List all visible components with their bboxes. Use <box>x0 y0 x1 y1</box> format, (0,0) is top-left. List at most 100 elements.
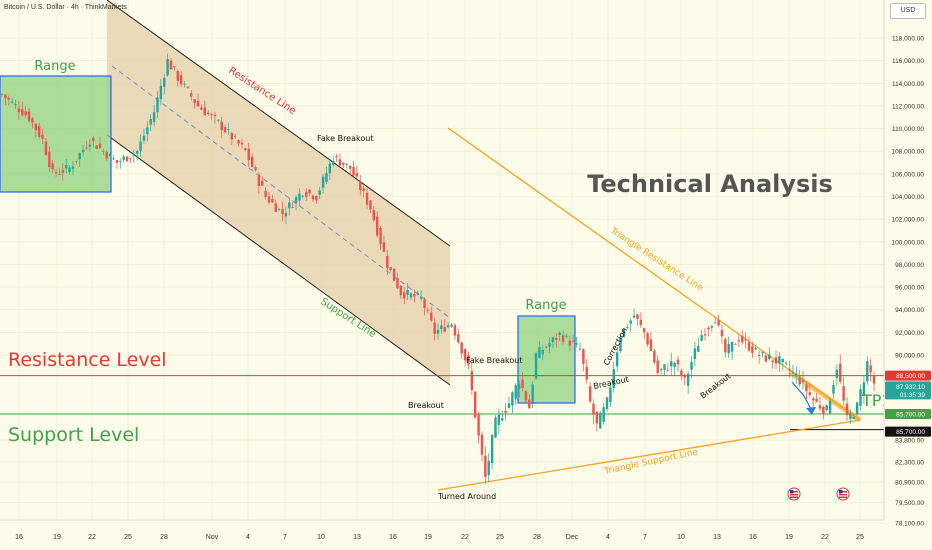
candle <box>372 206 375 223</box>
us-flag-icon[interactable] <box>836 487 850 501</box>
candle <box>416 290 419 296</box>
candle <box>125 155 129 162</box>
candle <box>528 393 531 409</box>
candle <box>450 322 453 328</box>
candle <box>136 149 139 161</box>
range-label-right: Range <box>525 298 566 313</box>
candle <box>328 159 332 180</box>
candle <box>389 267 392 272</box>
candle <box>152 104 156 127</box>
candle <box>558 331 561 342</box>
time-tick-label: 28 <box>160 534 168 541</box>
candle <box>697 338 700 352</box>
time-tick-label: 16 <box>389 534 397 541</box>
candle <box>734 343 737 345</box>
candle <box>315 195 318 204</box>
candle <box>585 359 588 384</box>
candle <box>605 396 609 413</box>
candle <box>10 97 14 105</box>
time-tick-label: 19 <box>785 534 793 541</box>
candle <box>105 150 108 161</box>
candle <box>288 197 291 216</box>
candle <box>4 93 7 105</box>
candle <box>602 402 605 425</box>
time-tick-label: 19 <box>424 534 432 541</box>
time-axis-ticks[interactable]: 16 19 22 25 28 Nov 4 7 10 13 16 19 22 25 28 Dec 4 7 10 13 16… <box>15 534 864 541</box>
candle <box>335 154 338 163</box>
candle <box>264 187 267 200</box>
candle <box>551 336 555 349</box>
candle <box>741 329 744 345</box>
time-tick-label: 4 <box>246 534 250 541</box>
candle <box>693 341 697 367</box>
candle <box>41 128 44 145</box>
candle <box>237 139 240 147</box>
time-tick-label: 16 <box>749 534 757 541</box>
currency-button[interactable]: USD <box>890 3 926 19</box>
candle <box>54 168 58 177</box>
price-axis[interactable] <box>884 0 932 550</box>
candle <box>31 116 34 129</box>
candle <box>433 318 436 341</box>
candle <box>392 268 396 281</box>
price-tick-label: 110,000.00 <box>892 126 924 133</box>
time-tick-label: 22 <box>88 534 96 541</box>
svg-text:87,932.10: 87,932.10 <box>896 384 925 391</box>
time-tick-label: 13 <box>713 534 721 541</box>
time-tick-label: 19 <box>53 534 61 541</box>
candle <box>588 382 592 404</box>
candle <box>622 328 626 339</box>
candle <box>21 101 24 117</box>
candle <box>771 360 774 369</box>
candle <box>81 145 85 156</box>
price-tick-label: 104,000.00 <box>891 194 924 201</box>
candle <box>254 165 257 172</box>
us-flag-icon[interactable] <box>787 487 801 501</box>
candle <box>220 116 223 138</box>
candle <box>801 370 805 390</box>
candle <box>196 93 200 108</box>
candle <box>629 318 632 332</box>
candle <box>71 160 75 175</box>
price-tag-support: 85,700.00 <box>885 408 931 419</box>
candle <box>234 133 237 140</box>
candle <box>244 147 247 152</box>
candle <box>362 185 365 198</box>
time-tick-label: Nov <box>206 534 219 541</box>
candle <box>504 403 507 421</box>
candle <box>480 431 484 462</box>
time-tick-label: 25 <box>124 534 132 541</box>
candle <box>443 319 446 333</box>
time-tick-label: 22 <box>821 534 829 541</box>
candle <box>146 121 149 142</box>
price-tick-label: 79,500.00 <box>895 500 924 507</box>
candle <box>0 93 4 97</box>
candle <box>369 199 372 213</box>
price-tick-label: 98,000.00 <box>895 262 924 269</box>
candle <box>578 342 582 351</box>
candle <box>129 157 132 163</box>
candle <box>474 391 477 419</box>
candle <box>683 373 686 385</box>
candle <box>169 57 173 70</box>
candle <box>342 162 345 169</box>
candle <box>818 397 822 412</box>
candle <box>379 226 382 251</box>
candle <box>230 131 234 145</box>
candle <box>727 336 730 359</box>
svg-text:85,700.00: 85,700.00 <box>896 411 925 418</box>
candle <box>561 330 565 345</box>
range-label-left: Range <box>34 59 75 74</box>
candle <box>507 396 511 409</box>
candle <box>656 355 659 375</box>
candle <box>761 351 764 358</box>
candle <box>511 391 514 414</box>
candle <box>173 65 176 71</box>
candle <box>396 273 399 290</box>
candle <box>670 352 673 375</box>
candle <box>179 70 183 88</box>
candle <box>277 208 281 212</box>
symbol-header[interactable]: Bitcoin / U.S. Dollar · 4h · ThinkMarket… <box>4 4 127 11</box>
candle <box>673 361 676 376</box>
